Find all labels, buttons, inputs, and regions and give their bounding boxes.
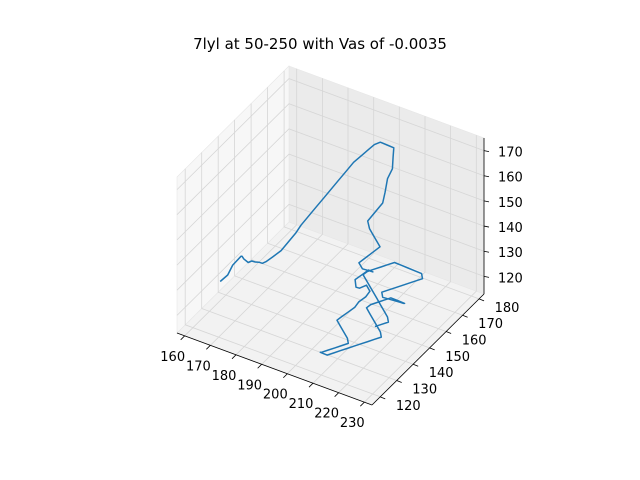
- x-tick-label: 160: [160, 350, 185, 365]
- y-gridline: [184, 168, 381, 398]
- x-tick: [360, 401, 365, 407]
- x-tick-label: 220: [314, 407, 339, 422]
- y-tick-label: 130: [412, 383, 437, 398]
- z-gridline: [176, 78, 485, 190]
- y-tick: [380, 396, 386, 400]
- y-tick-label: 120: [396, 399, 421, 414]
- x-tick-label: 170: [186, 359, 211, 374]
- x-tick: [257, 363, 262, 369]
- axis-lines: [176, 138, 485, 406]
- x-gridline: [184, 68, 298, 337]
- z-tick-label: 130: [498, 246, 523, 261]
- z-gridline: [176, 103, 485, 215]
- x-tick-label: 200: [263, 388, 288, 403]
- y-tick: [413, 363, 419, 367]
- x-tick-label: 190: [237, 378, 262, 393]
- z-tick: [483, 250, 490, 253]
- y-tick-label: 180: [495, 301, 520, 316]
- x-tick-label: 230: [340, 416, 365, 431]
- x-gridline: [261, 97, 375, 365]
- y-gridline: [250, 103, 447, 332]
- x-tick: [334, 392, 339, 397]
- y-tick: [462, 314, 468, 318]
- x-gridline: [287, 106, 400, 374]
- y-gridline: [234, 119, 430, 349]
- z-tick-label: 160: [498, 171, 523, 186]
- y-tick-label: 160: [462, 334, 487, 349]
- y-tick-label: 140: [429, 366, 454, 381]
- z-tick: [483, 225, 490, 228]
- tick-labels: 1601701801902002102202301201301401501601…: [160, 146, 523, 432]
- x-tick: [283, 373, 288, 379]
- y-gridline: [283, 70, 480, 300]
- data-series: [219, 141, 424, 356]
- z-gridline: [176, 178, 485, 291]
- y-gridline: [201, 152, 397, 381]
- y-axis-line: [371, 293, 485, 406]
- x-tick: [180, 335, 185, 341]
- z-tick-label: 120: [498, 271, 523, 286]
- x-tick: [231, 354, 237, 360]
- tick-marks: [180, 150, 490, 407]
- x-axis-line: [176, 332, 373, 406]
- z-gridline: [176, 153, 485, 266]
- x-gridline: [312, 116, 426, 384]
- x-gridline: [338, 125, 452, 393]
- z-gridline: [176, 128, 485, 241]
- x-tick-label: 180: [212, 369, 237, 384]
- z-tick: [483, 275, 490, 278]
- chart-title: 7lyl at 50-250 with Vas of -0.0035: [193, 35, 447, 53]
- x-gridline: [364, 135, 477, 403]
- z-tick: [483, 200, 490, 203]
- y-tick: [429, 347, 435, 351]
- side-pane: [176, 65, 290, 334]
- z-tick-label: 170: [498, 146, 523, 161]
- x-tick: [308, 382, 314, 388]
- x-tick-label: 210: [289, 397, 314, 412]
- y-tick-label: 170: [478, 317, 503, 332]
- series-line: [219, 141, 424, 356]
- y-gridline: [267, 87, 463, 316]
- y-tick: [396, 380, 402, 383]
- x-gridline: [210, 78, 323, 346]
- z-tick: [483, 150, 490, 152]
- x-gridline: [235, 87, 349, 356]
- z-tick-label: 140: [498, 221, 523, 236]
- x-tick: [206, 345, 211, 350]
- y-tick: [478, 298, 485, 302]
- y-tick-label: 150: [445, 350, 470, 365]
- y-tick: [445, 331, 452, 334]
- z-tick: [483, 175, 490, 178]
- z-gridline: [176, 203, 485, 316]
- z-tick-label: 150: [498, 196, 523, 211]
